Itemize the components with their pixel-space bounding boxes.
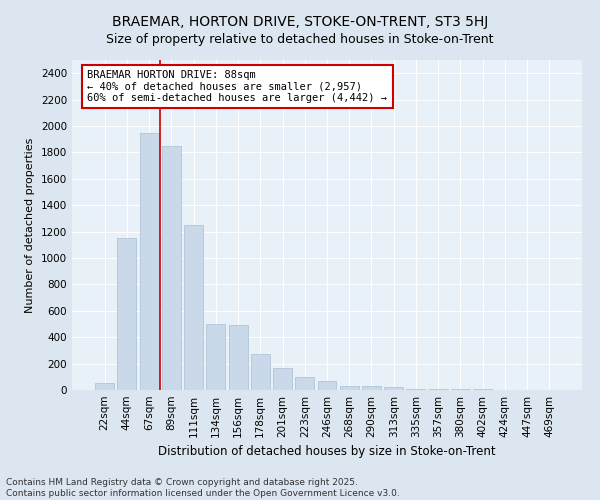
Bar <box>251 354 270 390</box>
Bar <box>340 386 359 390</box>
Bar <box>206 324 225 390</box>
Bar <box>295 378 314 390</box>
Y-axis label: Number of detached properties: Number of detached properties <box>25 138 35 312</box>
Text: BRAEMAR HORTON DRIVE: 88sqm
← 40% of detached houses are smaller (2,957)
60% of : BRAEMAR HORTON DRIVE: 88sqm ← 40% of det… <box>88 70 388 103</box>
Text: Size of property relative to detached houses in Stoke-on-Trent: Size of property relative to detached ho… <box>106 32 494 46</box>
Text: BRAEMAR, HORTON DRIVE, STOKE-ON-TRENT, ST3 5HJ: BRAEMAR, HORTON DRIVE, STOKE-ON-TRENT, S… <box>112 15 488 29</box>
Bar <box>317 382 337 390</box>
Bar <box>118 238 136 390</box>
Bar <box>429 389 448 390</box>
Bar <box>229 326 248 390</box>
Text: Contains HM Land Registry data © Crown copyright and database right 2025.
Contai: Contains HM Land Registry data © Crown c… <box>6 478 400 498</box>
Bar <box>273 368 292 390</box>
Bar <box>406 389 425 390</box>
Bar <box>384 388 403 390</box>
Bar <box>162 146 181 390</box>
X-axis label: Distribution of detached houses by size in Stoke-on-Trent: Distribution of detached houses by size … <box>158 446 496 458</box>
Bar <box>362 386 381 390</box>
Bar <box>95 384 114 390</box>
Bar <box>140 132 158 390</box>
Bar <box>184 225 203 390</box>
